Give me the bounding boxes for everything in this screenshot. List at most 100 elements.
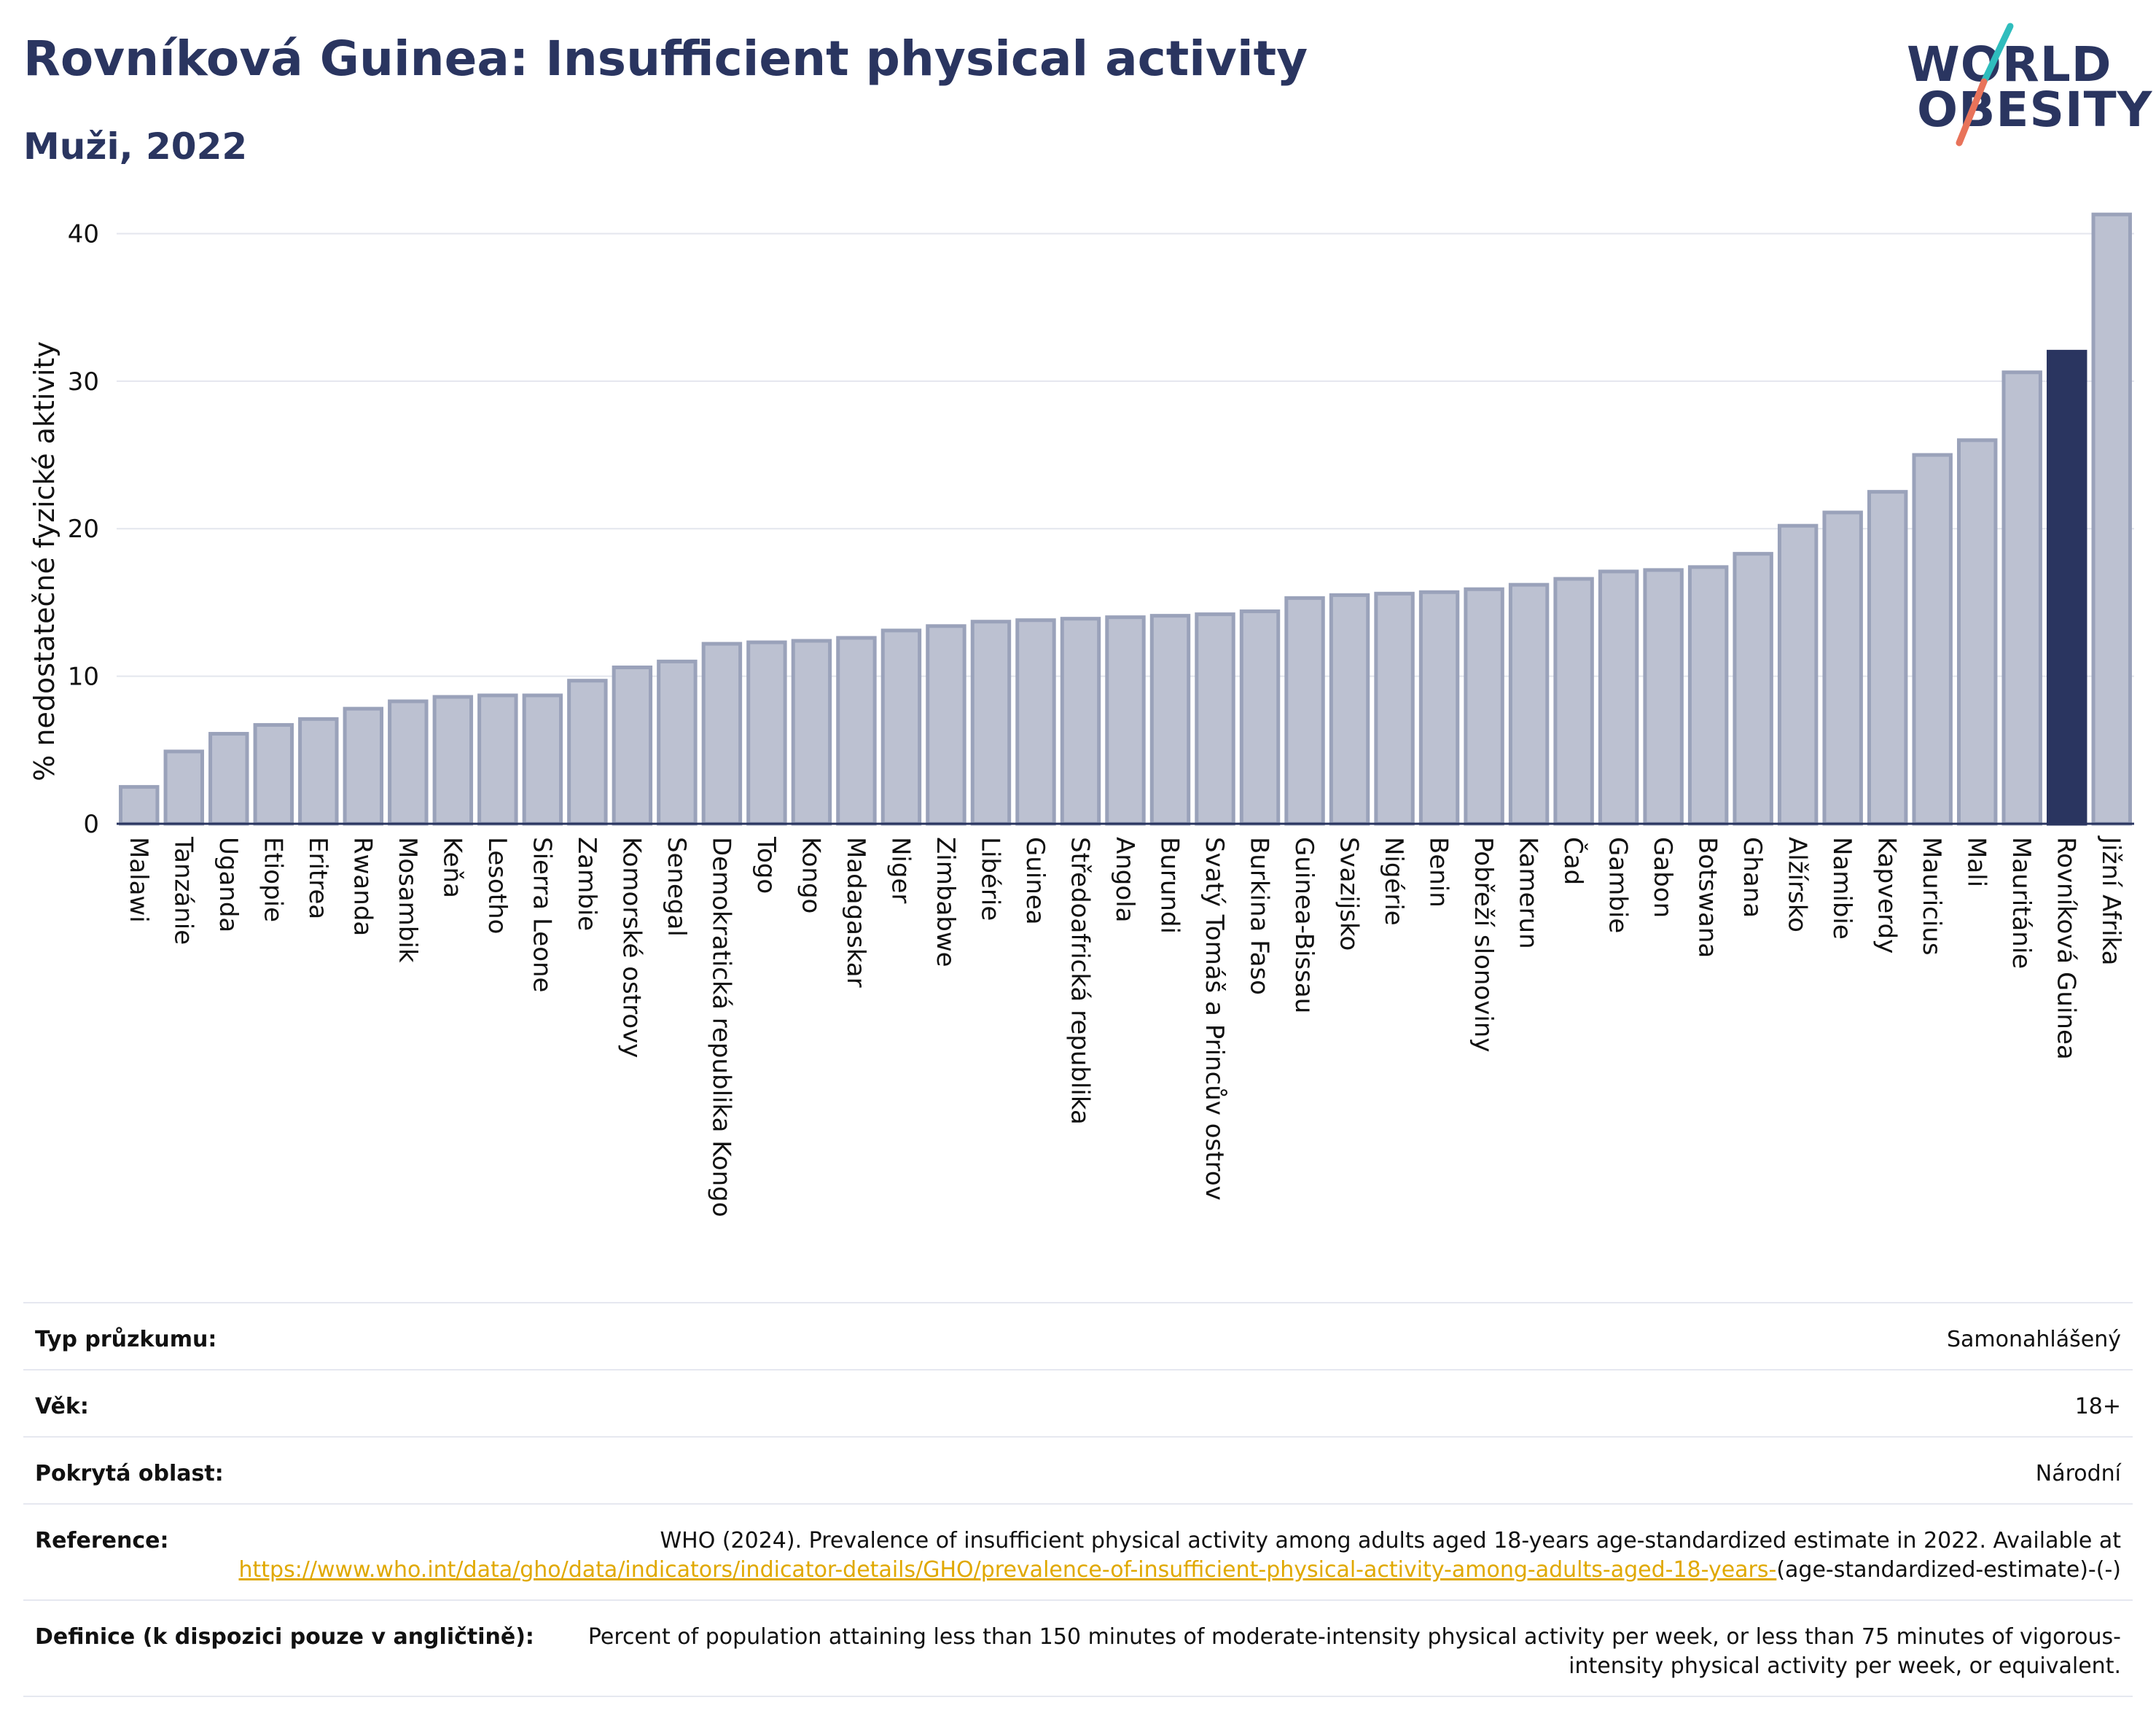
bar[interactable]: [2091, 212, 2132, 826]
bar[interactable]: [1105, 615, 1146, 826]
bar[interactable]: [612, 665, 653, 826]
bar[interactable]: [343, 706, 384, 826]
x-tick-label: Nigérie: [1379, 837, 1408, 926]
coverage-label: Pokrytá oblast:: [35, 1461, 224, 1486]
bar[interactable]: [1149, 614, 1191, 826]
bar[interactable]: [1956, 438, 1998, 826]
bar[interactable]: [657, 659, 698, 826]
bar[interactable]: [477, 693, 518, 826]
bar[interactable]: [1553, 577, 1594, 826]
x-tick-label: Zimbabwe: [931, 837, 960, 967]
bar[interactable]: [1060, 617, 1101, 826]
y-tick-label: 20: [68, 515, 99, 544]
bar[interactable]: [1867, 490, 1908, 826]
bar[interactable]: [880, 628, 922, 826]
reference-link[interactable]: https://www.who.int/data/gho/data/indica…: [238, 1557, 1777, 1583]
x-tick-label: Jižní Afrika: [2096, 835, 2125, 966]
x-tick-label: Čad: [1558, 837, 1588, 885]
page-subtitle: Muži, 2022: [23, 125, 248, 168]
bar[interactable]: [1374, 591, 1415, 826]
definition-label: Definice (k dispozici pouze v angličtině…: [35, 1624, 534, 1650]
x-tick-label: Senegal: [662, 837, 691, 937]
x-tick-label: Zambie: [572, 837, 601, 931]
x-tick-label: Keňa: [437, 837, 466, 898]
x-tick-label: Mauritánie: [2007, 837, 2036, 969]
bar[interactable]: [1687, 565, 1729, 826]
bar[interactable]: [1508, 582, 1550, 826]
y-axis-label: % nedostatečné fyzické aktivity: [28, 341, 60, 781]
bar[interactable]: [1284, 596, 1325, 826]
reference-value: WHO (2024). Prevalence of insufficient p…: [212, 1527, 2121, 1585]
logo-line-world: WORLD: [1907, 36, 2112, 93]
bar[interactable]: [253, 722, 294, 826]
bar[interactable]: [1777, 523, 1819, 826]
x-tick-label: Mosambik: [393, 837, 422, 963]
x-tick-label: Rovníková Guinea: [2052, 837, 2081, 1060]
bar[interactable]: [1015, 618, 1056, 826]
bar[interactable]: [1598, 569, 1639, 826]
y-tick-label: 10: [68, 663, 99, 692]
reference-label: Reference:: [35, 1528, 169, 1553]
x-tick-label: Demokratická republika Kongo: [706, 837, 735, 1217]
x-tick-label: Guinea: [1020, 837, 1050, 925]
info-row-age: Věk: 18+: [23, 1371, 2133, 1438]
axes: 0 10 20 30 40 Malawi Tanzánie Uganda Etiopie Erit…: [68, 219, 2134, 1217]
x-tick-label: Pobřeží slonoviny: [1469, 837, 1498, 1052]
world-obesity-logo[interactable]: WORLD OBESITY: [1902, 22, 2152, 160]
bar[interactable]: [1329, 593, 1370, 826]
survey-type-value: Samonahlášený: [1947, 1327, 2121, 1352]
bar[interactable]: [1418, 590, 1460, 826]
bar[interactable]: [432, 695, 474, 826]
bar-highlighted[interactable]: [2047, 349, 2087, 826]
x-tick-label: Svazijsko: [1335, 837, 1364, 951]
x-tick-label: Togo: [751, 836, 781, 894]
bar[interactable]: [522, 693, 563, 826]
info-table: Typ průzkumu: Samonahlášený Věk: 18+ Pok…: [23, 1302, 2133, 1697]
info-row-definition: Definice (k dispozici pouze v angličtině…: [23, 1601, 2133, 1697]
x-tick-label: Lesotho: [483, 837, 512, 934]
bar[interactable]: [2001, 370, 2042, 826]
bar[interactable]: [701, 642, 743, 826]
x-tick-label: Svatý Tomáš a Princův ostrov: [1200, 837, 1229, 1201]
bar[interactable]: [1239, 609, 1281, 826]
age-label: Věk:: [35, 1394, 89, 1419]
bar[interactable]: [208, 732, 249, 826]
x-tick-label: Kongo: [796, 837, 825, 913]
bar[interactable]: [836, 636, 877, 826]
x-tick-label: Rwanda: [348, 837, 377, 936]
bar[interactable]: [970, 620, 1012, 826]
bar[interactable]: [298, 717, 339, 826]
bar[interactable]: [746, 640, 787, 826]
y-tick-label: 0: [83, 810, 99, 839]
reference-text: WHO (2024). Prevalence of insufficient p…: [660, 1528, 2121, 1553]
definition-value: Percent of population attaining less tha…: [587, 1624, 2121, 1679]
x-tick-label: Namibie: [1827, 837, 1856, 940]
reference-suffix: (age-standardized-estimate)-(-): [1776, 1557, 2121, 1583]
x-tick-label: Uganda: [214, 837, 243, 932]
info-row-reference: Reference: WHO (2024). Prevalence of ins…: [23, 1505, 2133, 1601]
x-tick-label: Kamerun: [1514, 837, 1543, 949]
bar[interactable]: [1822, 510, 1863, 826]
x-tick-label: Libérie: [975, 837, 1004, 921]
x-tick-label: Madagaskar: [841, 837, 870, 988]
bar[interactable]: [567, 679, 608, 826]
bar[interactable]: [1195, 612, 1235, 826]
x-tick-label: Středoafrická republika: [1065, 837, 1094, 1125]
bar[interactable]: [1912, 453, 1953, 826]
x-tick-label: Angola: [1110, 837, 1139, 922]
x-tick-label: Botswana: [1693, 837, 1722, 958]
bar[interactable]: [1464, 587, 1504, 826]
bar[interactable]: [791, 639, 832, 826]
logo-slash-icon: [1956, 23, 2014, 147]
bar[interactable]: [926, 624, 966, 826]
bar[interactable]: [163, 749, 204, 826]
coverage-value: Národní: [2035, 1461, 2121, 1486]
x-tick-label: Eritrea: [303, 837, 332, 919]
x-tick-label: Komorské ostrovy: [617, 837, 646, 1058]
bar[interactable]: [388, 699, 429, 826]
x-tick-label: Gabon: [1648, 837, 1677, 918]
info-row-survey-type: Typ průzkumu: Samonahlášený: [23, 1303, 2133, 1371]
bar[interactable]: [119, 784, 160, 826]
bar[interactable]: [1643, 568, 1684, 826]
bar[interactable]: [1733, 552, 1773, 826]
